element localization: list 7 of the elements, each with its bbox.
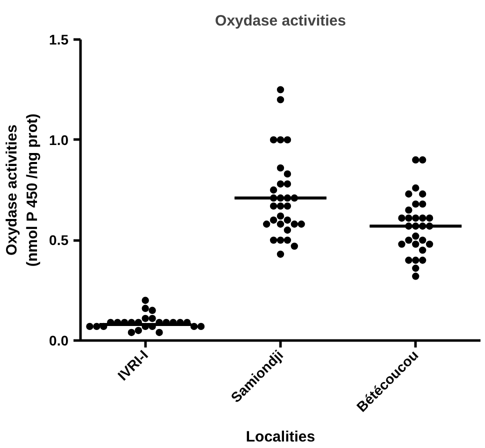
x-axis-title: Localities (246, 428, 316, 446)
chart-title: Oxydase activities (215, 12, 346, 30)
y-tick-label: 0.5 (49, 232, 69, 248)
y-tick-label: 1.0 (49, 132, 69, 148)
y-tick-label: 1.5 (49, 32, 69, 48)
y-tick-label: 0.0 (49, 332, 69, 348)
y-axis-title: Oxydase activities (nmol P 450 /mg prot) (4, 114, 42, 267)
